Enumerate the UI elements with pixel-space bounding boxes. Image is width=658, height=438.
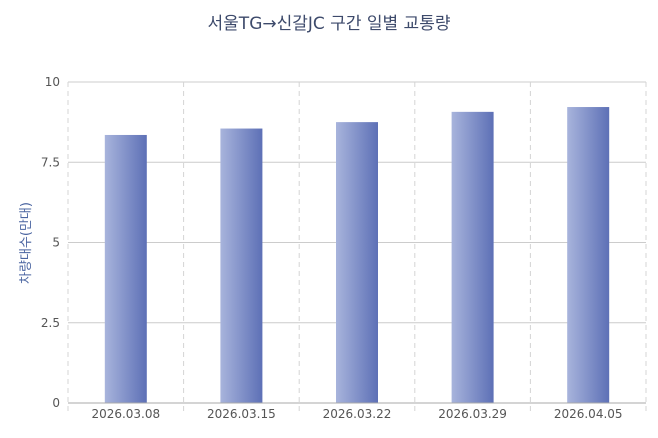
chart-title: 서울TG→신갈JC 구간 일별 교통량 — [207, 14, 451, 34]
bars-layer — [104, 107, 610, 404]
x-tick-label: 2026.03.22 — [323, 407, 392, 421]
bar-2026.04.05 — [567, 107, 610, 404]
bar-2026.03.15 — [220, 128, 263, 404]
y-tick-label: 7.5 — [41, 155, 60, 169]
y-axis-label: 차량대수(만대) — [19, 202, 34, 284]
x-tick-label: 2026.03.29 — [438, 407, 507, 421]
axis-layer: 0 2.5 5 7.5 10 2026.03.08 2026.03.15 2026.03.22… — [41, 75, 646, 421]
bar-2026.03.08 — [104, 134, 147, 403]
x-tick-label: 2026.03.15 — [207, 407, 276, 421]
bar-2026.03.29 — [451, 111, 494, 403]
y-tick-label: 0 — [52, 396, 60, 410]
x-tick-label: 2026.04.05 — [554, 407, 623, 421]
x-tick-label: 2026.03.08 — [91, 407, 160, 421]
bar-2026.03.22 — [336, 122, 378, 403]
y-tick-label: 5 — [52, 236, 60, 250]
y-tick-label: 2.5 — [41, 316, 60, 330]
y-tick-label: 10 — [45, 75, 60, 89]
